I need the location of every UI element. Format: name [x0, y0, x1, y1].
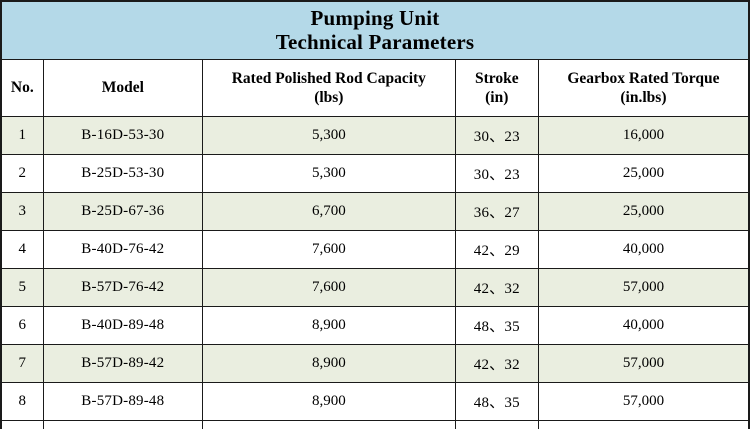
cell-capacity: 7,600 [203, 231, 456, 269]
cell-capacity: 8,900 [203, 307, 456, 345]
table-title: Pumping Unit Technical Parameters [1, 1, 749, 60]
cell-no: 4 [1, 231, 43, 269]
cell-stroke: 30、23 [455, 155, 538, 193]
cell-capacity: 8,900 [203, 345, 456, 383]
table-row: 7 B-57D-89-42 8,900 42、32 57,000 [1, 345, 749, 383]
cell-torque: 40,000 [538, 231, 749, 269]
cell-no: 8 [1, 383, 43, 421]
cell-torque: 57,000 [538, 345, 749, 383]
cell-stroke: 48、35 [455, 307, 538, 345]
column-header-torque-label: Gearbox Rated Torque [567, 70, 719, 87]
column-header-no: No. [1, 60, 43, 117]
cell-no: 7 [1, 345, 43, 383]
column-header-stroke-unit: (in) [459, 88, 535, 107]
clipped-cell-capacity [203, 421, 456, 429]
spec-sheet: Pumping Unit Technical Parameters No. Mo… [0, 0, 750, 400]
title-line-1: Pumping Unit [2, 7, 748, 31]
cell-model: B-40D-89-48 [43, 307, 202, 345]
cell-no: 6 [1, 307, 43, 345]
clipped-cell-torque [538, 421, 749, 429]
clipped-cell-stroke [455, 421, 538, 429]
table-row: 8 B-57D-89-48 8,900 48、35 57,000 [1, 383, 749, 421]
cell-no: 2 [1, 155, 43, 193]
cell-torque: 16,000 [538, 117, 749, 155]
cell-stroke: 30、23 [455, 117, 538, 155]
cell-stroke: 42、29 [455, 231, 538, 269]
cell-model: B-25D-53-30 [43, 155, 202, 193]
column-header-capacity-unit: (lbs) [206, 88, 452, 107]
column-header-model-label: Model [102, 79, 144, 96]
cell-model: B-40D-76-42 [43, 231, 202, 269]
cell-no: 3 [1, 193, 43, 231]
cell-torque: 57,000 [538, 269, 749, 307]
cell-no: 1 [1, 117, 43, 155]
cell-stroke: 48、35 [455, 383, 538, 421]
cell-stroke: 42、32 [455, 345, 538, 383]
clipped-next-row [1, 421, 749, 429]
cell-model: B-16D-53-30 [43, 117, 202, 155]
table-row: 5 B-57D-76-42 7,600 42、32 57,000 [1, 269, 749, 307]
cell-model: B-25D-67-36 [43, 193, 202, 231]
cell-capacity: 5,300 [203, 155, 456, 193]
clipped-cell-model [43, 421, 202, 429]
cell-model: B-57D-76-42 [43, 269, 202, 307]
cell-model: B-57D-89-42 [43, 345, 202, 383]
table-row: 3 B-25D-67-36 6,700 36、27 25,000 [1, 193, 749, 231]
table-row: 2 B-25D-53-30 5,300 30、23 25,000 [1, 155, 749, 193]
cell-capacity: 5,300 [203, 117, 456, 155]
table-header-row: No. Model Rated Polished Rod Capacity (l… [1, 60, 749, 117]
column-header-torque: Gearbox Rated Torque (in.lbs) [538, 60, 749, 117]
column-header-capacity: Rated Polished Rod Capacity (lbs) [203, 60, 456, 117]
cell-no: 5 [1, 269, 43, 307]
cell-model: B-57D-89-48 [43, 383, 202, 421]
cell-stroke: 36、27 [455, 193, 538, 231]
title-line-2: Technical Parameters [2, 31, 748, 55]
clipped-cell-no [1, 421, 43, 429]
table-row: 6 B-40D-89-48 8,900 48、35 40,000 [1, 307, 749, 345]
column-header-torque-unit: (in.lbs) [542, 88, 745, 107]
cell-torque: 57,000 [538, 383, 749, 421]
cell-capacity: 6,700 [203, 193, 456, 231]
title-row: Pumping Unit Technical Parameters [1, 1, 749, 60]
table-row: 1 B-16D-53-30 5,300 30、23 16,000 [1, 117, 749, 155]
column-header-stroke: Stroke (in) [455, 60, 538, 117]
column-header-stroke-label: Stroke [475, 70, 519, 87]
column-header-model: Model [43, 60, 202, 117]
table-row: 4 B-40D-76-42 7,600 42、29 40,000 [1, 231, 749, 269]
column-header-no-label: No. [11, 79, 34, 96]
cell-stroke: 42、32 [455, 269, 538, 307]
cell-torque: 25,000 [538, 193, 749, 231]
cell-torque: 40,000 [538, 307, 749, 345]
cell-capacity: 7,600 [203, 269, 456, 307]
cell-torque: 25,000 [538, 155, 749, 193]
column-header-capacity-label: Rated Polished Rod Capacity [232, 70, 426, 87]
cell-capacity: 8,900 [203, 383, 456, 421]
